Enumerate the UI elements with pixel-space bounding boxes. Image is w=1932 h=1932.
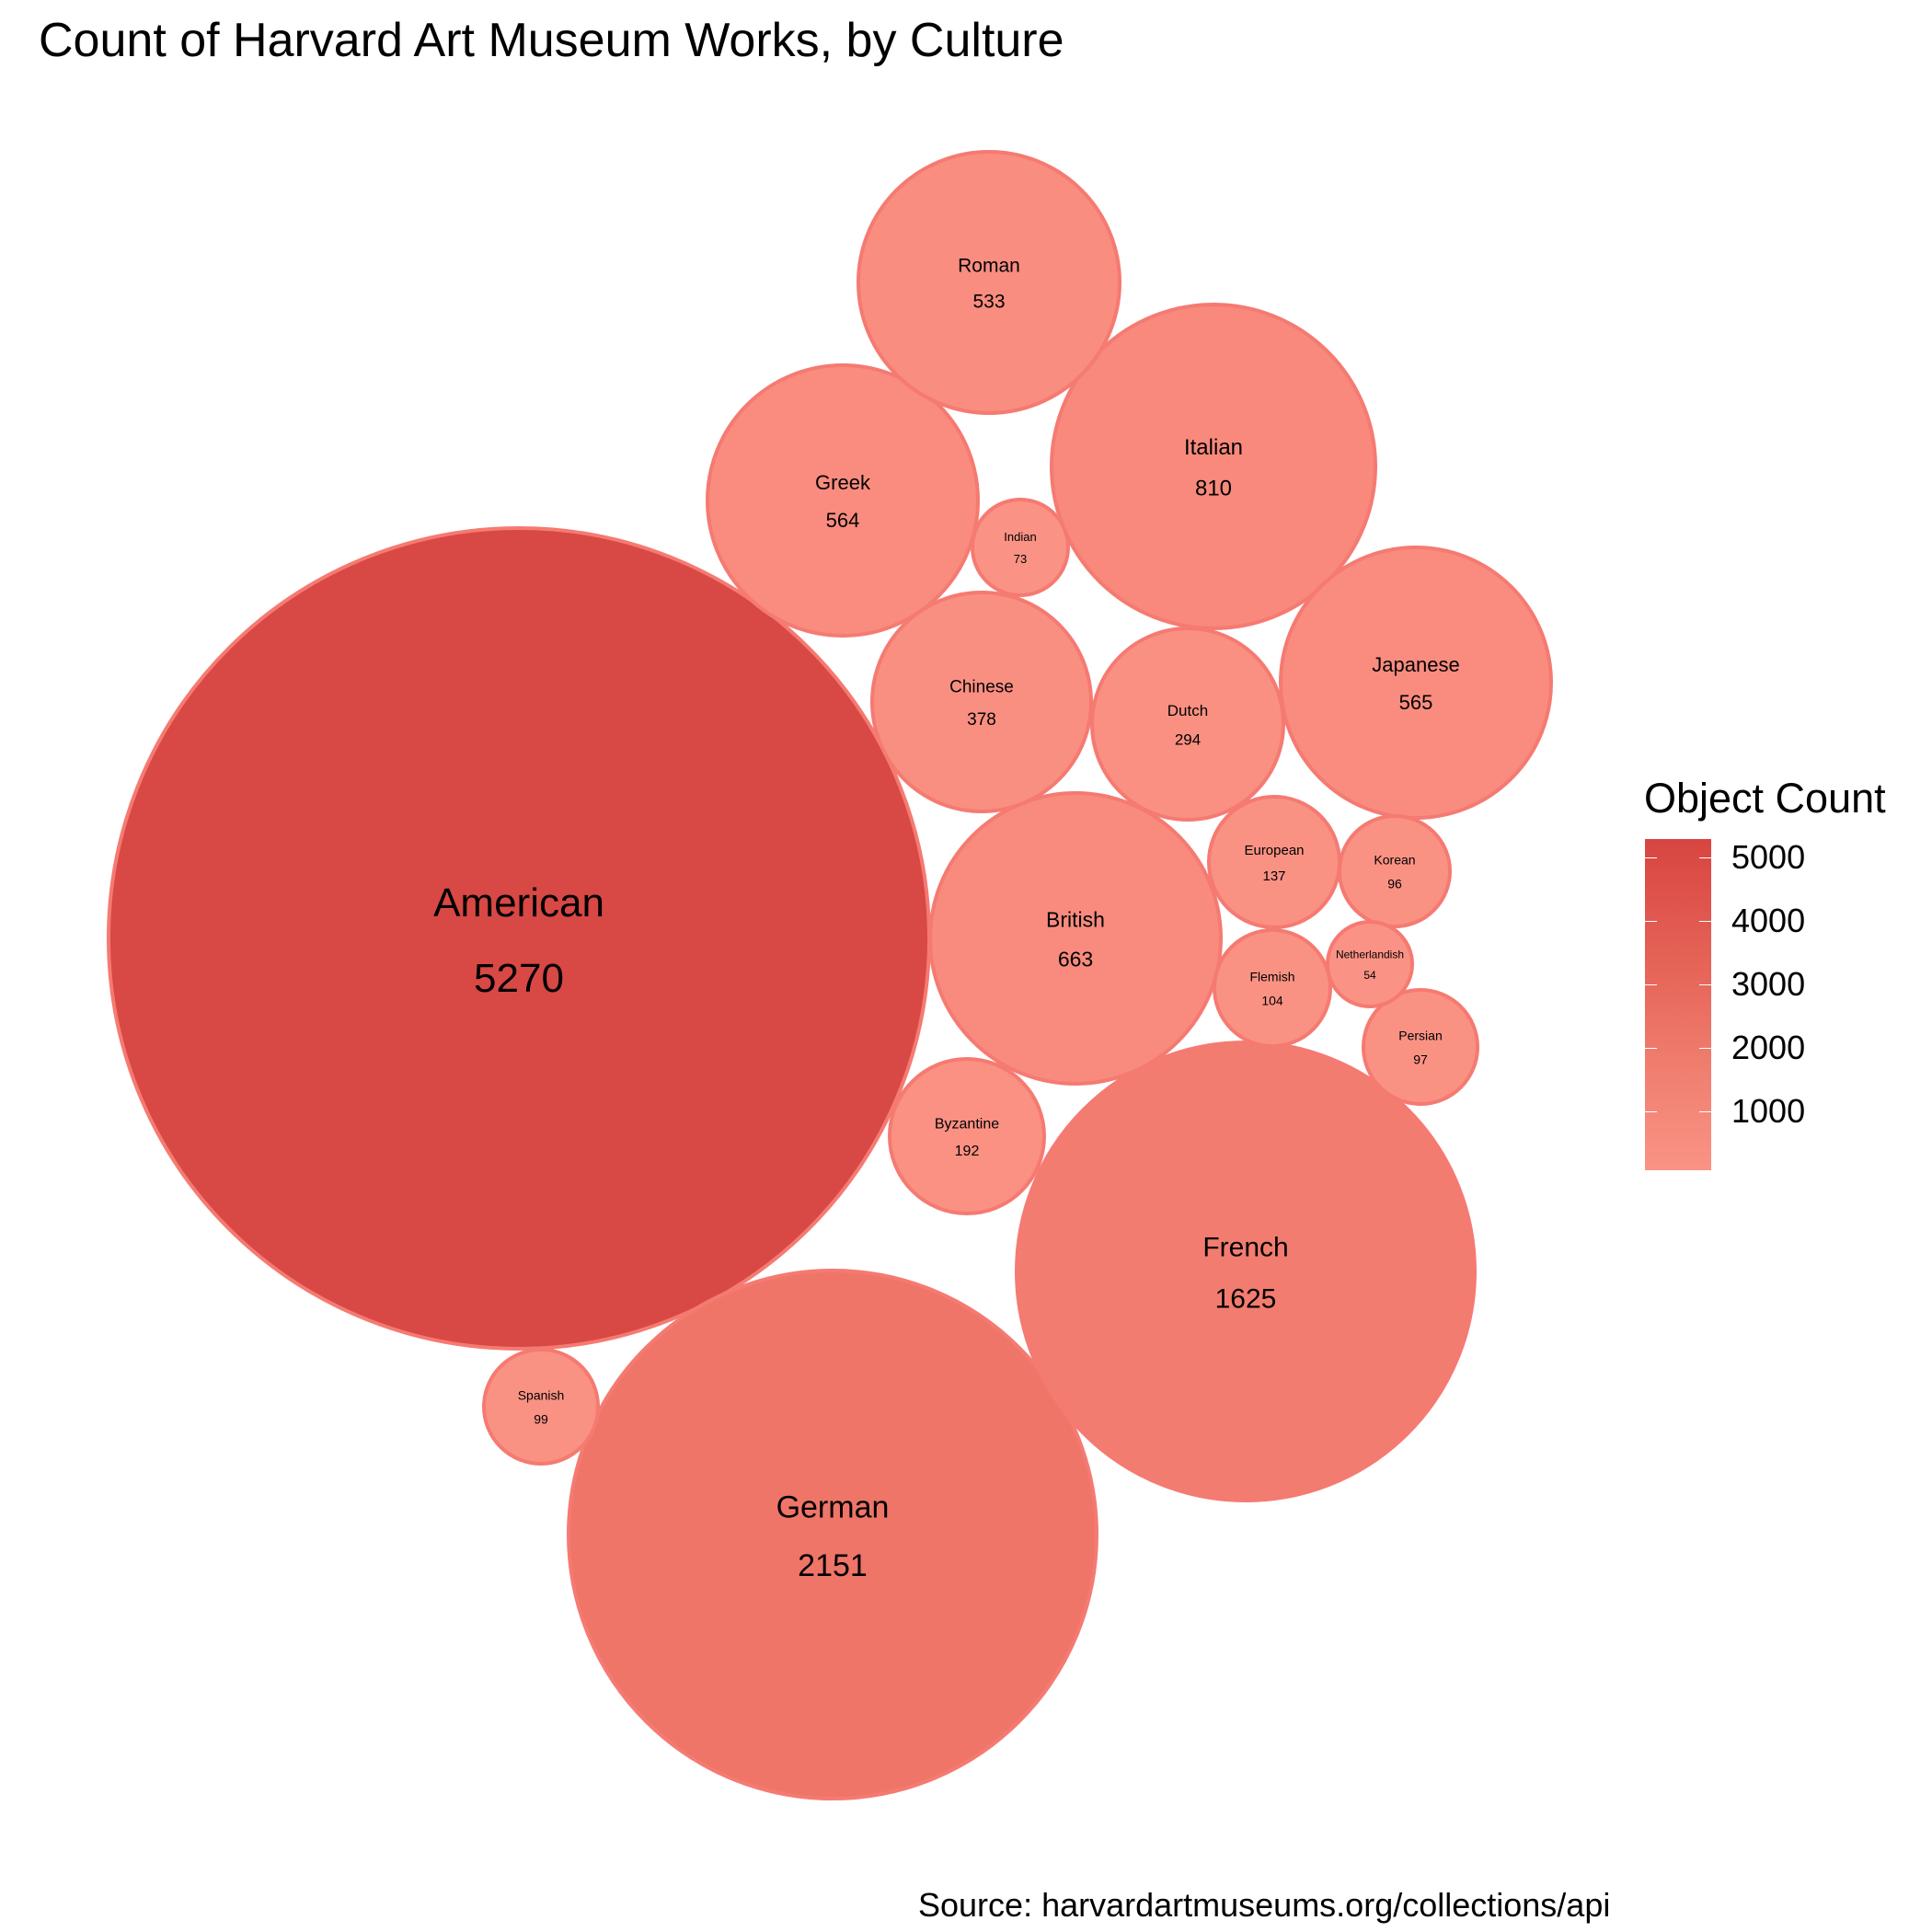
bubble-roman: Roman 533: [857, 150, 1121, 415]
bubble-circle: [1338, 814, 1452, 928]
bubble-value: 2151: [798, 1548, 868, 1583]
legend-tick-mark: [1645, 984, 1711, 986]
bubble-label: Dutch: [1167, 702, 1208, 719]
bubble-value: 565: [1399, 691, 1433, 714]
bubble-value: 104: [1261, 993, 1283, 1007]
bubble-label: Netherlandish: [1336, 948, 1404, 960]
bubble-value: 54: [1363, 969, 1376, 982]
bubble-circle: [971, 498, 1070, 597]
bubble-circle: [482, 1348, 600, 1466]
bubble-circle: [1207, 795, 1341, 929]
bubble-chinese: Chinese 378: [870, 591, 1093, 813]
bubble-spanish: Spanish 99: [482, 1348, 600, 1466]
bubble-label: European: [1244, 843, 1304, 858]
legend-tick-label: 2000: [1731, 1029, 1806, 1066]
bubble-value: 192: [955, 1144, 980, 1159]
bubble-label: Indian: [1004, 530, 1036, 544]
bubble-label: British: [1046, 908, 1105, 932]
bubble-label: Chinese: [949, 678, 1014, 697]
bubble-japanese: Japanese 565: [1279, 546, 1553, 820]
bubble-korean: Korean 96: [1338, 814, 1452, 928]
bubble-netherlandish: Netherlandish 54: [1326, 920, 1414, 1008]
legend-tick-mark: [1645, 1048, 1711, 1050]
bubble-label: Byzantine: [935, 1116, 999, 1132]
bubble-label: Greek: [815, 471, 871, 494]
bubble-british: British 663: [928, 791, 1223, 1086]
bubble-german: German 2151: [567, 1269, 1098, 1800]
chart-title: Count of Harvard Art Museum Works, by Cu…: [39, 14, 1064, 67]
bubble-circle: [1279, 546, 1553, 820]
bubble-circle: [567, 1269, 1098, 1800]
bubble-circle: [1090, 627, 1285, 822]
bubble-label: Spanish: [518, 1387, 565, 1402]
legend-tick-label: 3000: [1731, 965, 1806, 1003]
bubble-label: German: [776, 1490, 890, 1525]
bubble-value: 378: [967, 710, 996, 730]
bubble-label: Korean: [1374, 852, 1415, 867]
bubble-value: 99: [534, 1411, 548, 1426]
bubble-value: 533: [972, 292, 1005, 313]
legend-tick-label: 5000: [1731, 838, 1806, 876]
bubble-label: Flemish: [1249, 969, 1294, 983]
bubble-value: 137: [1262, 868, 1285, 884]
bubble-italian: Italian 810: [1050, 303, 1377, 630]
bubble-label: Persian: [1398, 1028, 1442, 1042]
bubble-value: 73: [1014, 552, 1027, 566]
bubble-label: French: [1202, 1233, 1288, 1263]
bubble-french: French 1625: [1015, 1041, 1477, 1502]
bubble-persian: Persian 97: [1362, 988, 1479, 1106]
legend-tick-label: 1000: [1731, 1092, 1806, 1130]
bubble-value: 5270: [474, 956, 564, 1001]
bubble-greek: Greek 564: [706, 363, 980, 638]
bubble-circle: [1015, 1041, 1477, 1502]
bubble-value: 1625: [1215, 1284, 1277, 1315]
legend-tick-mark: [1645, 921, 1711, 923]
bubble-value: 810: [1195, 477, 1232, 501]
bubble-label: American: [433, 880, 604, 926]
source-caption: Source: harvardartmuseums.org/collection…: [918, 1886, 1611, 1924]
bubble-circle: [857, 150, 1121, 415]
bubble-circle: [888, 1057, 1046, 1215]
bubble-circle: [107, 526, 931, 1351]
bubble-indian: Indian 73: [971, 498, 1070, 597]
bubble-circle: [870, 591, 1093, 813]
bubble-value: 663: [1058, 947, 1093, 971]
bubble-circle: [1362, 988, 1479, 1106]
bubble-value: 294: [1175, 730, 1201, 748]
bubble-label: Italian: [1184, 435, 1243, 460]
bubble-value: 97: [1413, 1052, 1428, 1066]
bubble-flemish: Flemish 104: [1213, 928, 1332, 1048]
bubble-american: American 5270: [107, 526, 931, 1351]
bubble-circle: [1050, 303, 1377, 630]
bubble-circle: [1213, 928, 1332, 1048]
legend-title: Object Count: [1644, 775, 1886, 822]
bubble-european: European 137: [1207, 795, 1341, 929]
legend-tick-mark: [1645, 1111, 1711, 1113]
bubble-circle: [706, 363, 980, 638]
bubble-circle: [928, 791, 1223, 1086]
bubble-label: Roman: [958, 256, 1020, 277]
bubble-value: 564: [826, 509, 860, 532]
bubble-circle: [1326, 920, 1414, 1008]
bubble-dutch: Dutch 294: [1090, 627, 1285, 822]
bubble-value: 96: [1387, 876, 1402, 891]
legend-tick-mark: [1645, 857, 1711, 859]
bubble-label: Japanese: [1372, 653, 1459, 676]
bubble-byzantine: Byzantine 192: [888, 1057, 1046, 1215]
legend-tick-label: 4000: [1731, 902, 1806, 939]
legend-colorbar: [1645, 839, 1711, 1170]
